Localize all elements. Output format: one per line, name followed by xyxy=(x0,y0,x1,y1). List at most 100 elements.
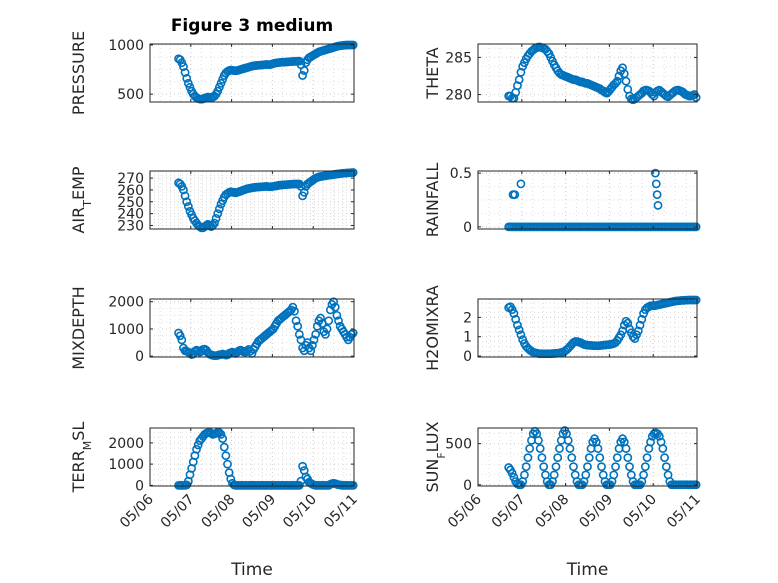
x-axis-label: Time xyxy=(566,560,609,580)
data-point xyxy=(567,453,577,463)
data-point xyxy=(637,314,647,324)
data-point xyxy=(639,470,648,480)
subplot-pressure: 500 1000 PRESSURE xyxy=(69,31,358,115)
x-tick-label: 05/11 xyxy=(321,492,361,532)
data-point xyxy=(288,302,298,312)
y-tick-label: 1000 xyxy=(108,457,144,473)
y-tick-label: 0 xyxy=(463,220,472,236)
data-point xyxy=(691,295,701,305)
data-point xyxy=(618,63,627,73)
data-point xyxy=(182,197,192,207)
data-point xyxy=(299,66,309,75)
axes-box xyxy=(477,427,698,487)
data-point xyxy=(539,462,549,472)
x-tick-label: 05/10 xyxy=(280,492,320,532)
data-point xyxy=(621,76,631,86)
axes-box xyxy=(477,298,698,358)
y-tick-label: 285 xyxy=(445,50,472,66)
axes-box xyxy=(149,427,355,487)
data-point xyxy=(633,326,643,336)
data-point xyxy=(691,222,701,232)
y-tick-label: 240 xyxy=(117,207,144,223)
data-point xyxy=(516,67,526,77)
data-point xyxy=(658,444,668,453)
data-point xyxy=(298,71,307,80)
y-tick-label: 0.5 xyxy=(450,166,472,182)
x-tick-label: 05/06 xyxy=(117,491,157,531)
x-axis-label: Time xyxy=(230,560,273,580)
data-point xyxy=(595,453,605,463)
axes-box xyxy=(149,298,355,358)
y-axis-label: PRESSURE xyxy=(69,31,88,115)
x-tick-label: 05/09 xyxy=(576,492,616,532)
data-point xyxy=(330,302,340,312)
data-point xyxy=(299,187,309,197)
y-tick-label: 2 xyxy=(463,310,472,326)
data-point xyxy=(614,71,624,81)
y-tick-label: 500 xyxy=(445,437,472,453)
data-point xyxy=(223,459,232,469)
data-point xyxy=(211,213,221,223)
data-point xyxy=(516,179,526,189)
data-point xyxy=(298,461,307,471)
data-point xyxy=(654,431,664,441)
data-point xyxy=(321,329,330,339)
data-point xyxy=(691,480,701,490)
data-point xyxy=(192,444,201,454)
figure-title: Figure 3 medium xyxy=(171,16,333,36)
y-tick-label: 0 xyxy=(135,478,144,494)
data-point xyxy=(324,316,334,326)
data-point xyxy=(651,179,661,189)
x-tick-label: 05/07 xyxy=(489,492,529,532)
axes-box xyxy=(149,170,355,230)
subplot-mixdepth: 0 1000 2000 MIXDEPTH xyxy=(69,286,358,370)
data-point xyxy=(525,444,535,453)
data-point xyxy=(650,168,660,178)
data-point xyxy=(316,313,325,323)
data-point xyxy=(609,470,619,480)
data-point xyxy=(660,453,669,463)
data-point xyxy=(653,200,663,210)
data-point xyxy=(294,329,304,339)
data-point xyxy=(182,74,192,83)
data-point xyxy=(179,62,188,72)
data-point xyxy=(507,468,517,478)
y-tick-label: 500 xyxy=(117,87,144,103)
data-point xyxy=(216,429,226,439)
data-point xyxy=(521,462,531,472)
y-tick-label: 270 xyxy=(117,171,144,187)
data-point xyxy=(691,93,701,102)
data-point xyxy=(581,470,591,480)
data-point xyxy=(221,451,231,461)
data-point xyxy=(514,325,524,335)
data-point xyxy=(213,209,223,219)
subplot-sun-flux: 0 500 05/06 05/07 05/08 05/09 05/10 05/11 Time SU… xyxy=(423,421,704,580)
data-point xyxy=(513,320,522,330)
y-axis-label: RAINFALL xyxy=(423,163,442,238)
data-point xyxy=(553,453,563,463)
data-point xyxy=(306,346,316,356)
data-point xyxy=(347,329,356,339)
data-point xyxy=(612,76,622,86)
data-point xyxy=(290,306,299,316)
data-point xyxy=(348,168,358,177)
y-axis-label: TERRMSL xyxy=(69,422,94,494)
data-point xyxy=(642,453,652,463)
data-point xyxy=(219,442,229,452)
data-point xyxy=(210,218,219,228)
x-tick-label: 05/10 xyxy=(620,492,660,532)
data-point xyxy=(179,185,188,195)
data-point xyxy=(511,314,521,324)
x-tick-label: 05/06 xyxy=(445,491,485,531)
data-point xyxy=(652,190,662,200)
y-tick-label: 0 xyxy=(463,349,472,365)
y-axis-label: H2OMIXRA xyxy=(423,285,442,371)
data-point xyxy=(291,316,301,326)
data-point xyxy=(329,297,338,307)
data-point xyxy=(177,335,187,345)
x-tick-label: 05/07 xyxy=(158,492,198,532)
data-point xyxy=(625,462,634,472)
x-tick-label: 05/08 xyxy=(533,492,573,532)
